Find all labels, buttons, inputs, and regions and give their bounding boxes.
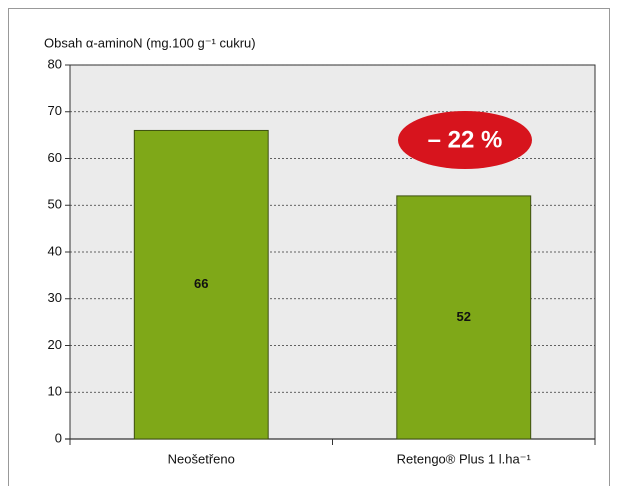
value-label: 52 — [457, 309, 471, 324]
annotation: – 22 % — [428, 126, 503, 153]
bar — [133, 129, 269, 440]
value-label: 66 — [194, 276, 208, 291]
y-tick-label: 70 — [48, 103, 62, 118]
y-tick-label: 60 — [48, 150, 62, 165]
bar — [396, 195, 532, 440]
y-tick-label: 0 — [55, 430, 62, 445]
y-tick-label: 20 — [48, 337, 62, 352]
x-tick-label: Neošetřeno — [168, 451, 235, 466]
y-tick-label: 10 — [48, 384, 62, 399]
annotation-badge — [398, 111, 532, 169]
x-tick-label: Retengo® Plus 1 l.ha⁻¹ — [397, 451, 532, 466]
frame — [8, 8, 610, 486]
y-axis-label: Obsah α-aminoN (mg.100 g⁻¹ cukru) — [44, 35, 256, 50]
y-tick-label: 30 — [48, 290, 62, 305]
y-tick-label: 40 — [48, 243, 62, 258]
y-tick-label: 50 — [48, 197, 62, 212]
y-tick-label: 80 — [48, 56, 62, 71]
